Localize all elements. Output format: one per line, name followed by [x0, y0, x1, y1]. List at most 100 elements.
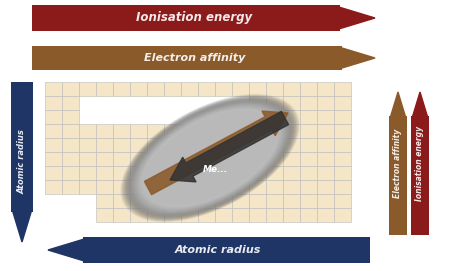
Bar — [11, 82, 33, 212]
Bar — [317, 194, 334, 208]
Bar — [300, 194, 317, 208]
Bar — [130, 152, 147, 166]
Bar — [181, 152, 198, 166]
Bar — [79, 82, 96, 96]
Bar — [62, 124, 79, 138]
Bar — [198, 138, 215, 152]
Bar — [232, 194, 249, 208]
Bar — [249, 110, 266, 124]
Text: Atomic radius: Atomic radius — [18, 130, 27, 194]
Bar — [45, 124, 62, 138]
Bar — [181, 138, 198, 152]
Bar — [181, 208, 198, 222]
Text: Electron affinity: Electron affinity — [145, 53, 246, 63]
Bar — [266, 96, 283, 110]
Ellipse shape — [130, 101, 290, 215]
Ellipse shape — [141, 109, 279, 207]
Bar — [232, 180, 249, 194]
Bar — [113, 166, 130, 180]
Bar — [113, 194, 130, 208]
Bar — [32, 5, 339, 31]
Bar — [283, 82, 300, 96]
Bar — [334, 180, 351, 194]
Bar — [62, 166, 79, 180]
Bar — [96, 124, 113, 138]
Bar — [79, 180, 96, 194]
Bar — [45, 180, 62, 194]
Text: Electron affinity: Electron affinity — [393, 129, 402, 198]
Text: Ionisation energy: Ionisation energy — [137, 11, 253, 24]
Bar — [62, 138, 79, 152]
Bar — [232, 138, 249, 152]
Bar — [147, 82, 164, 96]
Bar — [266, 124, 283, 138]
Bar — [96, 152, 113, 166]
Bar — [334, 166, 351, 180]
Bar — [164, 180, 181, 194]
Ellipse shape — [132, 102, 288, 214]
Bar — [198, 82, 215, 96]
Bar — [113, 138, 130, 152]
Bar — [300, 96, 317, 110]
Bar — [283, 152, 300, 166]
Bar — [249, 166, 266, 180]
Bar — [249, 152, 266, 166]
Bar — [249, 208, 266, 222]
Bar — [300, 124, 317, 138]
Ellipse shape — [131, 102, 289, 214]
Bar — [317, 180, 334, 194]
Bar — [249, 180, 266, 194]
Ellipse shape — [128, 99, 292, 217]
Bar — [215, 194, 232, 208]
Bar — [249, 124, 266, 138]
Bar — [79, 124, 96, 138]
Bar — [334, 152, 351, 166]
Bar — [62, 110, 79, 124]
Bar — [79, 152, 96, 166]
Bar — [266, 110, 283, 124]
Bar — [300, 166, 317, 180]
Bar — [317, 124, 334, 138]
Text: Ionisation energy: Ionisation energy — [416, 126, 425, 201]
FancyArrow shape — [145, 111, 288, 195]
Bar — [113, 82, 130, 96]
Bar — [283, 166, 300, 180]
Bar — [283, 208, 300, 222]
Bar — [147, 180, 164, 194]
Bar — [317, 96, 334, 110]
Ellipse shape — [127, 99, 293, 217]
Polygon shape — [391, 92, 406, 117]
Ellipse shape — [122, 95, 298, 221]
Bar — [317, 110, 334, 124]
Bar — [334, 96, 351, 110]
Ellipse shape — [142, 109, 278, 207]
Bar — [45, 82, 62, 96]
Ellipse shape — [126, 98, 294, 218]
Ellipse shape — [133, 103, 287, 213]
Bar — [198, 194, 215, 208]
Bar — [96, 180, 113, 194]
Bar — [32, 46, 342, 70]
Bar — [411, 116, 429, 235]
Ellipse shape — [140, 108, 280, 208]
Bar — [283, 110, 300, 124]
Bar — [130, 82, 147, 96]
Bar — [147, 124, 164, 138]
Bar — [300, 110, 317, 124]
Bar — [232, 152, 249, 166]
Bar — [96, 208, 113, 222]
Bar — [266, 152, 283, 166]
Bar — [62, 180, 79, 194]
Bar — [300, 138, 317, 152]
Bar — [215, 166, 232, 180]
Bar — [249, 82, 266, 96]
Bar — [317, 208, 334, 222]
Bar — [130, 208, 147, 222]
Bar — [164, 138, 181, 152]
Ellipse shape — [138, 107, 282, 209]
Bar — [266, 138, 283, 152]
Ellipse shape — [139, 108, 281, 208]
Ellipse shape — [129, 101, 291, 215]
Bar — [266, 166, 283, 180]
Bar — [249, 194, 266, 208]
